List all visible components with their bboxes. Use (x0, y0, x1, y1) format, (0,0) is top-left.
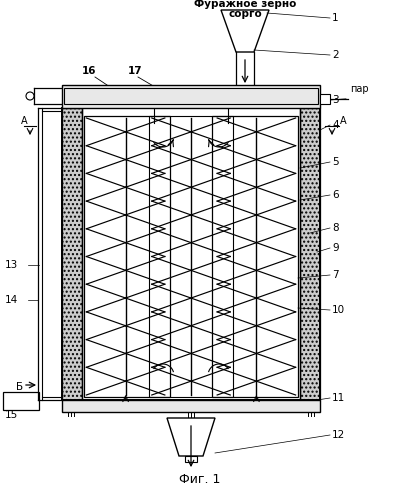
Text: сорго: сорго (228, 9, 262, 19)
Text: А: А (340, 116, 346, 126)
Text: 9: 9 (332, 243, 338, 253)
Text: 2: 2 (332, 50, 338, 60)
Text: Фиг. 1: Фиг. 1 (179, 473, 221, 486)
Text: 15: 15 (5, 410, 18, 420)
Circle shape (26, 92, 34, 100)
Text: пар: пар (350, 84, 369, 94)
Bar (320, 94, 330, 104)
Text: 12: 12 (332, 430, 345, 440)
Bar (212, 116, 298, 397)
Bar (149, 116, 233, 397)
Bar (62, 85, 320, 108)
Text: Б: Б (16, 382, 23, 392)
Text: 1: 1 (332, 13, 338, 23)
Text: 4: 4 (332, 120, 338, 130)
Text: Фуражное зерно: Фуражное зерно (194, 0, 296, 9)
Text: 14: 14 (5, 295, 18, 305)
Bar (300, 108, 320, 400)
Bar (62, 108, 320, 400)
Text: 10: 10 (332, 305, 345, 315)
Bar (84, 116, 170, 397)
Text: А: А (21, 116, 28, 126)
Bar (62, 400, 320, 412)
Text: 8: 8 (332, 223, 338, 233)
Bar (185, 456, 197, 462)
Text: 7: 7 (332, 270, 338, 280)
Text: 13: 13 (5, 260, 18, 270)
Text: 11: 11 (332, 393, 345, 403)
Text: 17: 17 (128, 66, 143, 76)
Bar (64, 88, 318, 104)
Text: 16: 16 (82, 66, 97, 76)
Text: 3: 3 (332, 95, 338, 105)
Text: 6: 6 (332, 190, 338, 200)
Text: 5: 5 (332, 157, 338, 167)
Bar (62, 108, 82, 400)
Bar (3, 392, 39, 410)
